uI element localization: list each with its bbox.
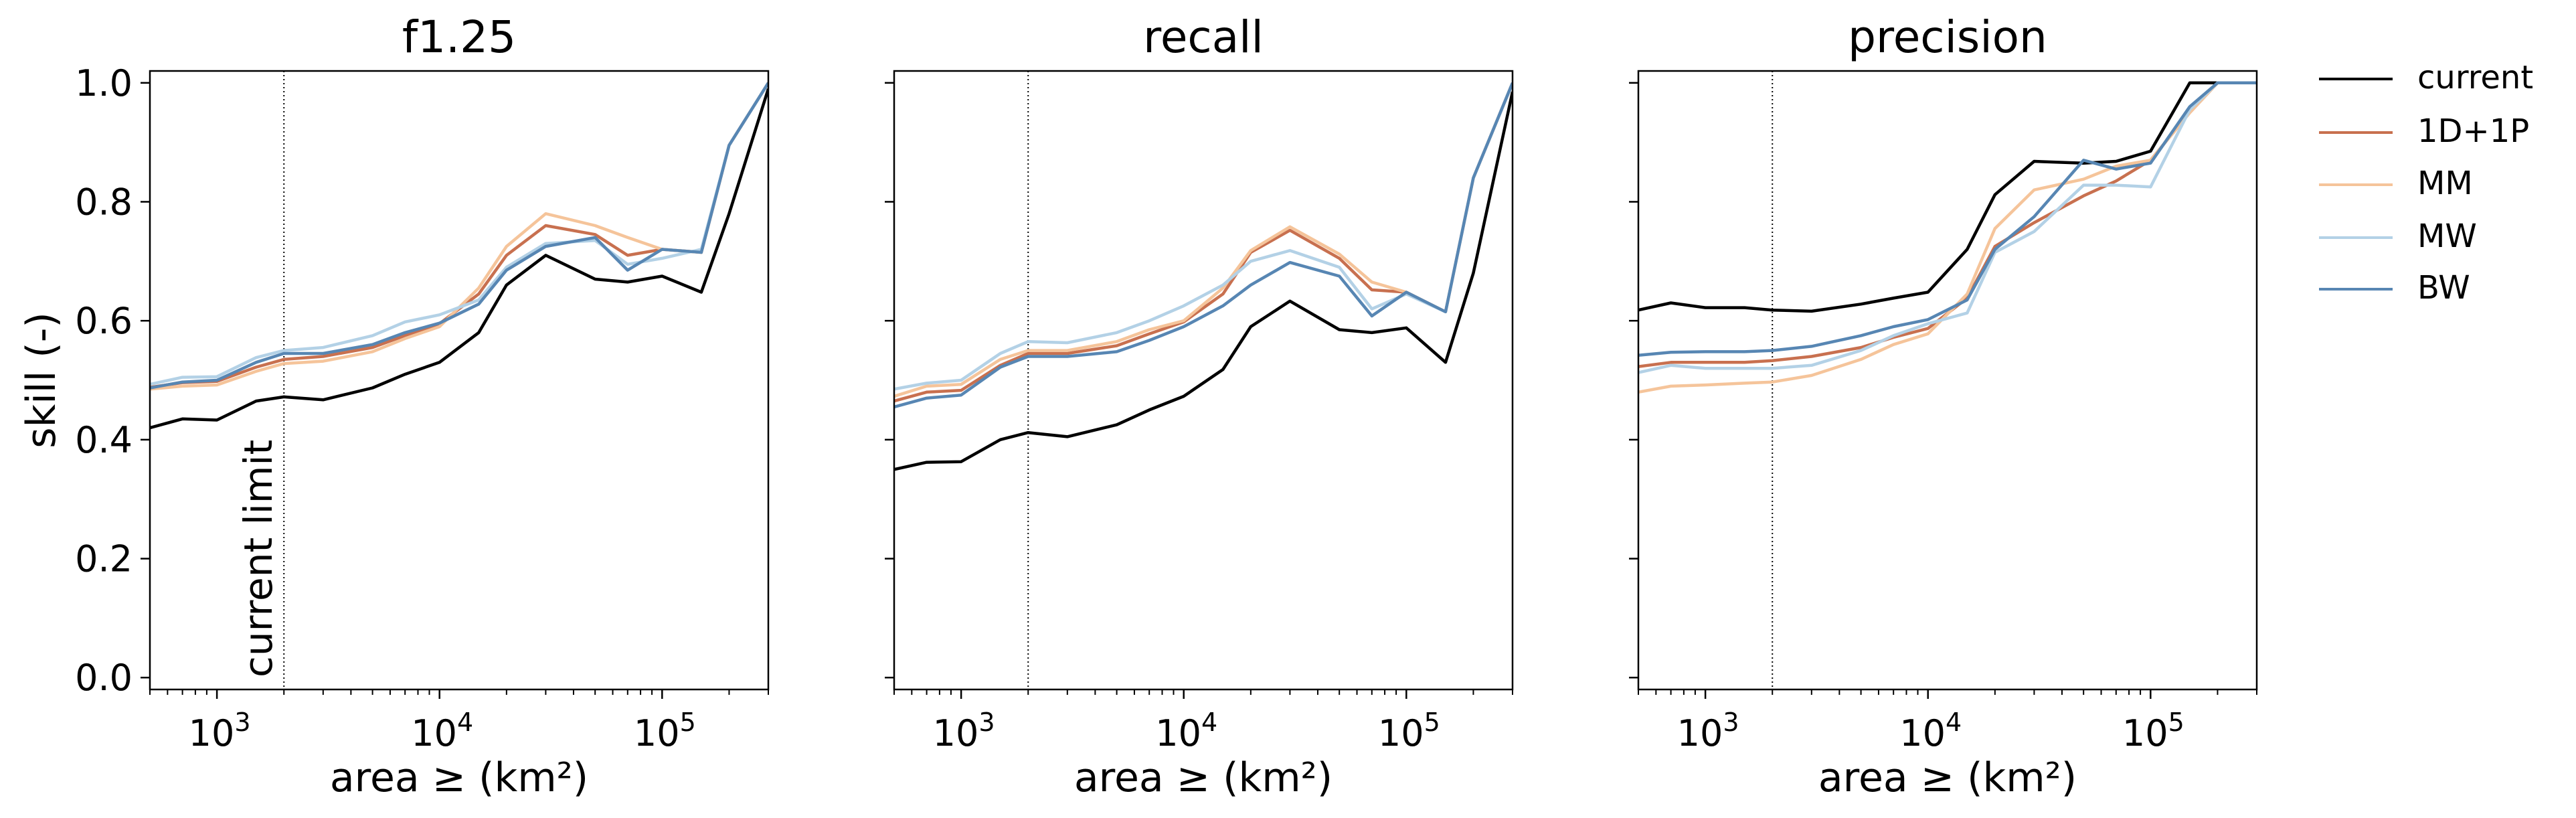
legend-label-bw: BW <box>2417 269 2470 307</box>
series-line-1d1p <box>894 82 1513 403</box>
legend-label-1d1p: 1D+1P <box>2417 112 2529 150</box>
series-group <box>894 82 1513 471</box>
series-line-current <box>1638 81 2257 313</box>
x-axis-label: area ≥ (km²) <box>330 754 588 801</box>
y-axis-label: skill (-) <box>18 312 65 448</box>
series-line-bw <box>894 82 1513 409</box>
x-tick-exponent: 3 <box>234 708 250 737</box>
x-tick-label: 103 <box>1677 708 1739 754</box>
y-tick-label: 0.2 <box>75 538 133 580</box>
y-tick-label: 1.0 <box>75 62 133 104</box>
series-group <box>150 82 768 430</box>
series-line-bw <box>150 82 768 390</box>
panel-title: recall <box>1143 11 1264 63</box>
series-line-current <box>894 91 1513 471</box>
series-group <box>1638 81 2257 394</box>
legend: current 1D+1P MM MW BW <box>2319 59 2533 307</box>
x-tick-label: 105 <box>1378 708 1440 754</box>
x-tick-base: 10 <box>1155 712 1201 754</box>
series-line-mw <box>150 82 768 386</box>
x-axis-label: area ≥ (km²) <box>1818 754 2077 801</box>
panel-title: f1.25 <box>402 11 516 63</box>
x-tick-base: 10 <box>189 712 235 754</box>
x-tick-exponent: 5 <box>680 708 696 737</box>
x-tick-exponent: 3 <box>1723 708 1739 737</box>
x-tick-base: 10 <box>1378 712 1424 754</box>
series-line-bw <box>1638 81 2257 357</box>
series-line-mw <box>894 82 1513 391</box>
plot-frame <box>893 70 1514 691</box>
y-tick-label: 0.6 <box>75 300 133 342</box>
series-line-current <box>150 88 768 430</box>
x-tick-exponent: 4 <box>457 708 473 737</box>
series-line-mw <box>1638 81 2257 374</box>
x-tick-base: 10 <box>411 712 457 754</box>
current-limit-label: current limit <box>236 440 281 677</box>
x-tick-label: 103 <box>933 708 995 754</box>
x-tick-exponent: 5 <box>2168 708 2184 737</box>
legend-label-current: current <box>2417 59 2533 96</box>
x-tick-label: 104 <box>1155 708 1217 754</box>
x-tick-label: 105 <box>2122 708 2184 754</box>
series-line-mm <box>894 82 1513 398</box>
legend-label-mm: MM <box>2417 165 2473 202</box>
y-tick-label: 0.0 <box>75 657 133 699</box>
x-tick-base: 10 <box>933 712 979 754</box>
x-tick-exponent: 5 <box>1424 708 1440 737</box>
legend-label-mw: MW <box>2417 218 2477 255</box>
y-tick-label: 0.4 <box>75 419 133 461</box>
y-tick-label: 0.8 <box>75 181 133 223</box>
x-tick-exponent: 4 <box>1201 708 1217 737</box>
series-line-mm <box>150 82 768 391</box>
x-tick-label: 104 <box>1899 708 1962 754</box>
x-tick-base: 10 <box>2122 712 2168 754</box>
panel-title: precision <box>1848 11 2047 63</box>
x-tick-exponent: 3 <box>978 708 995 737</box>
x-tick-label: 104 <box>411 708 473 754</box>
plot-frame <box>149 70 770 691</box>
plot-frame <box>1637 70 2258 691</box>
x-tick-base: 10 <box>634 712 680 754</box>
x-tick-base: 10 <box>1677 712 1723 754</box>
series-line-1d1p <box>150 82 768 389</box>
x-tick-exponent: 4 <box>1946 708 1962 737</box>
x-tick-base: 10 <box>1899 712 1946 754</box>
x-axis-label: area ≥ (km²) <box>1074 754 1333 801</box>
x-tick-label: 103 <box>189 708 251 754</box>
x-tick-label: 105 <box>634 708 696 754</box>
